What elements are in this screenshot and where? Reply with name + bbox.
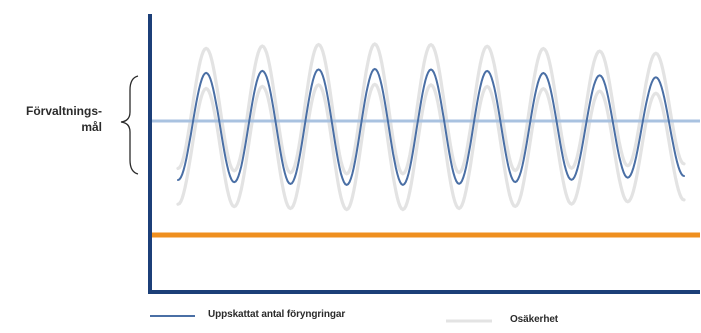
target-range-brace: [120, 75, 139, 175]
uncertainty-lower-curve: [176, 82, 686, 212]
management-target-label-line2: mål: [81, 120, 102, 134]
management-target-label: Förvaltnings- mål: [10, 103, 102, 135]
management-target-label-line1: Förvaltnings-: [25, 104, 102, 118]
legend-estimate-label: Uppskattat antal föryngringar: [208, 309, 346, 320]
legend-uncertainty-label: Osäkerhet: [510, 314, 559, 325]
estimated-regrowth-curve: [177, 67, 685, 187]
uncertainty-upper-curve: [176, 42, 686, 176]
